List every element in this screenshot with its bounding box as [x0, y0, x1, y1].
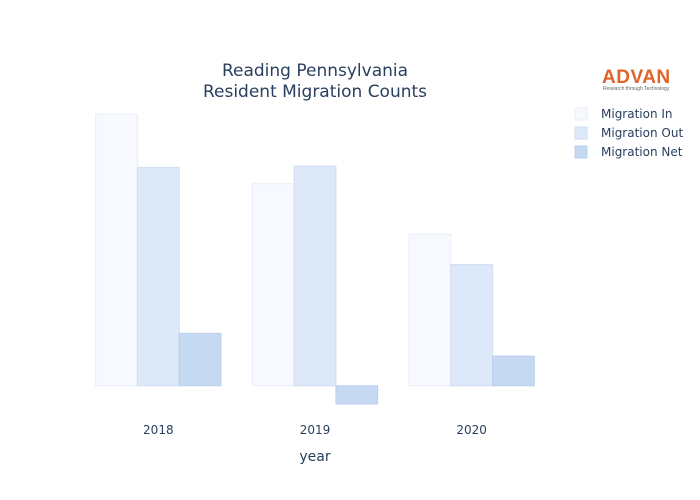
legend-swatch[interactable] [574, 145, 588, 159]
bar-2020-migration-in [408, 233, 452, 387]
x-axis-title: year [299, 449, 330, 465]
legend-swatch[interactable] [574, 126, 588, 140]
bars-group [95, 113, 535, 405]
bar-2018-migration-net [178, 332, 222, 387]
bar-2019-migration-net [335, 385, 379, 405]
x-tick-label: 2019 [300, 423, 331, 437]
bar-2018-migration-out [136, 166, 180, 387]
x-tick-label: 2020 [456, 423, 487, 437]
legend: Migration In Migration Out Migration Net [574, 107, 683, 159]
legend-label[interactable]: Migration Net [601, 145, 683, 159]
x-tick-label: 2018 [143, 423, 174, 437]
legend-swatch[interactable] [574, 107, 588, 121]
logo-wordmark: ADVAN [602, 67, 671, 88]
bar-2019-migration-in [251, 183, 295, 387]
bar-2020-migration-net [492, 355, 535, 387]
bar-2018-migration-in [95, 113, 138, 387]
logo-tagline: Research through Technology [603, 86, 670, 92]
advan-logo: ADVAN Research through Technology [602, 67, 671, 92]
chart-title-line-1: Reading Pennsylvania [222, 61, 408, 81]
bar-2020-migration-out [450, 264, 494, 387]
bar-2019-migration-out [293, 165, 337, 387]
chart-title-line-2: Resident Migration Counts [203, 82, 427, 102]
x-tick-labels: 2018 2019 2020 [143, 423, 487, 437]
legend-label[interactable]: Migration In [601, 107, 673, 121]
legend-label[interactable]: Migration Out [601, 126, 683, 140]
